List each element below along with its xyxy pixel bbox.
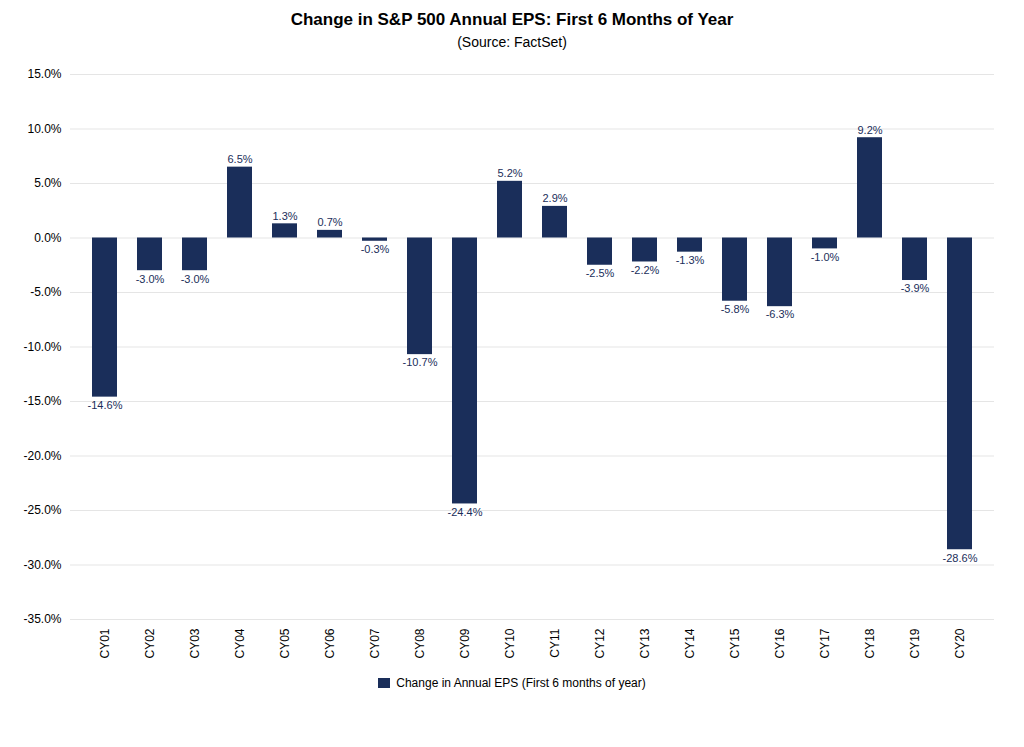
svg-text:CY16: CY16 bbox=[773, 628, 787, 658]
svg-text:-14.6%: -14.6% bbox=[88, 399, 123, 411]
svg-text:-10.0%: -10.0% bbox=[23, 340, 61, 354]
svg-text:-0.3%: -0.3% bbox=[361, 243, 390, 255]
svg-text:-6.3%: -6.3% bbox=[766, 308, 795, 320]
svg-text:CY03: CY03 bbox=[188, 628, 202, 658]
svg-text:-1.3%: -1.3% bbox=[676, 254, 705, 266]
svg-text:CY14: CY14 bbox=[683, 628, 697, 658]
svg-text:-1.0%: -1.0% bbox=[811, 251, 840, 263]
svg-text:-3.0%: -3.0% bbox=[136, 273, 165, 285]
svg-text:CY02: CY02 bbox=[143, 628, 157, 658]
svg-text:0.0%: 0.0% bbox=[34, 231, 62, 245]
html-text:Change in Annual EPS (First 6: Change in Annual EPS (First 6 months of … bbox=[396, 676, 646, 690]
svg-text:-15.0%: -15.0% bbox=[23, 394, 61, 408]
svg-text:CY09: CY09 bbox=[458, 628, 472, 658]
svg-text:-5.8%: -5.8% bbox=[721, 303, 750, 315]
svg-text:-3.9%: -3.9% bbox=[901, 282, 930, 294]
svg-text:-2.5%: -2.5% bbox=[586, 267, 615, 279]
html-text:Change in S&P 500 Annual EPS:: Change in S&P 500 Annual EPS: First 6 Mo… bbox=[290, 10, 734, 29]
svg-text:5.2%: 5.2% bbox=[497, 167, 522, 179]
svg-text:9.2%: 9.2% bbox=[857, 124, 882, 136]
svg-text:-25.0%: -25.0% bbox=[23, 503, 61, 517]
svg-text:6.5%: 6.5% bbox=[227, 153, 252, 165]
svg-text:-2.2%: -2.2% bbox=[631, 264, 660, 276]
svg-text:-5.0%: -5.0% bbox=[30, 285, 62, 299]
svg-text:CY18: CY18 bbox=[863, 628, 877, 658]
svg-text:-20.0%: -20.0% bbox=[23, 449, 61, 463]
svg-text:CY10: CY10 bbox=[503, 628, 517, 658]
svg-text:-10.7%: -10.7% bbox=[403, 356, 438, 368]
svg-text:CY04: CY04 bbox=[233, 628, 247, 658]
html-text:(Source: FactSet): (Source: FactSet) bbox=[457, 34, 567, 50]
svg-text:10.0%: 10.0% bbox=[27, 122, 61, 136]
svg-text:CY20: CY20 bbox=[953, 628, 967, 658]
svg-text:-3.0%: -3.0% bbox=[181, 273, 210, 285]
svg-text:CY05: CY05 bbox=[278, 628, 292, 658]
svg-text:5.0%: 5.0% bbox=[34, 176, 62, 190]
svg-text:-24.4%: -24.4% bbox=[448, 506, 483, 518]
svg-text:0.7%: 0.7% bbox=[317, 216, 342, 228]
svg-text:2.9%: 2.9% bbox=[542, 192, 567, 204]
svg-text:CY15: CY15 bbox=[728, 628, 742, 658]
svg-text:-35.0%: -35.0% bbox=[23, 612, 61, 626]
svg-text:CY06: CY06 bbox=[323, 628, 337, 658]
svg-text:CY08: CY08 bbox=[413, 628, 427, 658]
svg-text:-30.0%: -30.0% bbox=[23, 558, 61, 572]
svg-text:CY11: CY11 bbox=[548, 628, 562, 657]
svg-text:CY19: CY19 bbox=[908, 628, 922, 658]
svg-text:CY13: CY13 bbox=[638, 628, 652, 658]
svg-text:1.3%: 1.3% bbox=[272, 210, 297, 222]
svg-text:CY17: CY17 bbox=[818, 628, 832, 658]
svg-text:15.0%: 15.0% bbox=[27, 67, 61, 81]
svg-text:CY01: CY01 bbox=[98, 628, 112, 658]
svg-text:CY07: CY07 bbox=[368, 628, 382, 658]
svg-text:-28.6%: -28.6% bbox=[943, 552, 978, 564]
svg-text:CY12: CY12 bbox=[593, 628, 607, 658]
